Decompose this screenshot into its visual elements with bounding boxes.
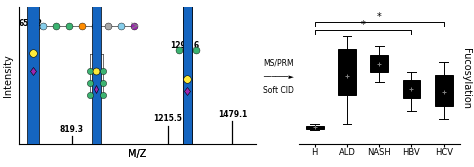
Text: P: P — [184, 8, 191, 17]
Text: 1215.5: 1215.5 — [154, 114, 182, 123]
Y-axis label: Intensity: Intensity — [3, 54, 13, 97]
Text: Soft CID: Soft CID — [263, 86, 294, 95]
X-axis label: M/Z: M/Z — [128, 149, 146, 159]
Bar — [182, 0, 192, 167]
Text: *: * — [361, 20, 365, 30]
Text: ──────►: ──────► — [263, 74, 294, 80]
Text: 1296.6: 1296.6 — [171, 41, 200, 50]
Bar — [182, 0, 192, 167]
PathPatch shape — [370, 55, 388, 72]
Text: 1479.1: 1479.1 — [218, 110, 247, 119]
PathPatch shape — [306, 126, 324, 129]
Text: 657.2: 657.2 — [18, 19, 42, 28]
Text: *: * — [377, 12, 382, 22]
PathPatch shape — [435, 75, 453, 106]
Text: MS/PRM: MS/PRM — [263, 59, 294, 68]
Text: M/Z: M/Z — [128, 149, 146, 159]
Y-axis label: Fucosylation: Fucosylation — [461, 48, 471, 109]
Bar — [27, 0, 38, 167]
PathPatch shape — [402, 80, 420, 98]
Text: 819.3: 819.3 — [60, 125, 84, 134]
Bar — [91, 0, 101, 167]
PathPatch shape — [338, 49, 356, 95]
